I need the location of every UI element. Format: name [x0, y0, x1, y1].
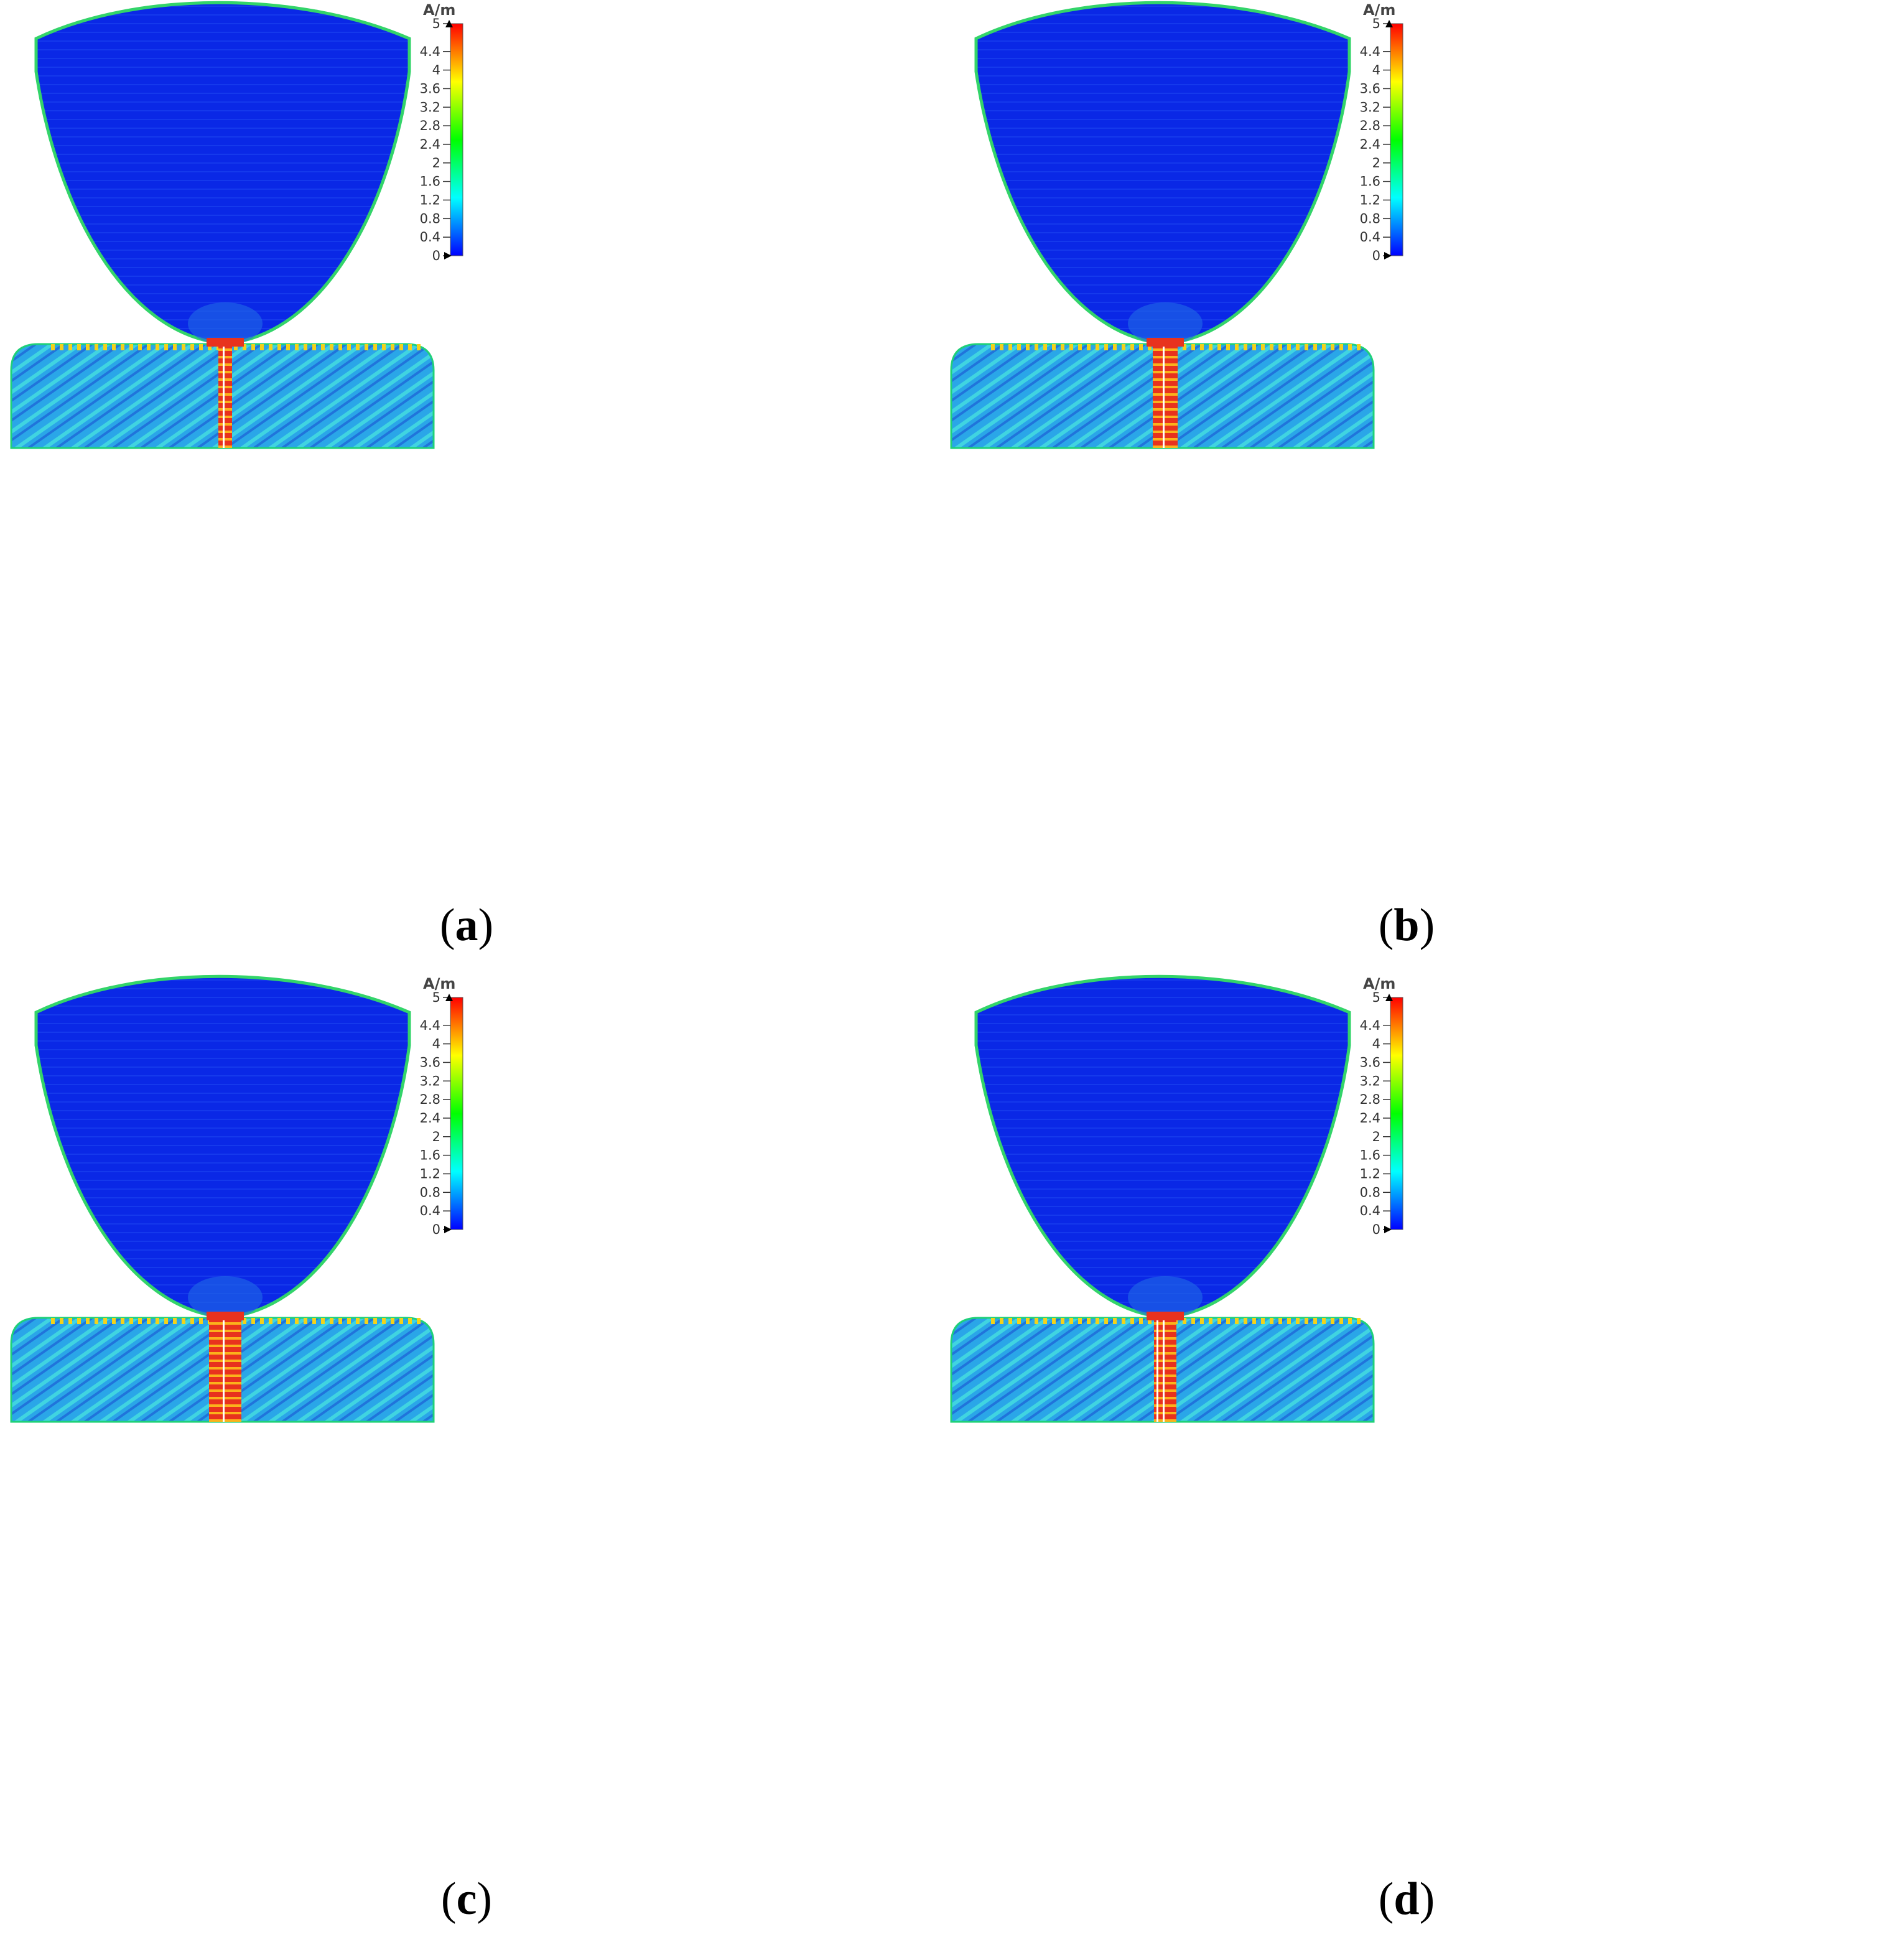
colorbar-tick-label: 0.4 [1360, 1203, 1380, 1218]
colorbar-min-arrow-icon [1384, 252, 1392, 259]
focal-region [1128, 302, 1203, 345]
colorbar-gradient [1390, 997, 1403, 1230]
colorbar-tick-label: 2.4 [1360, 1111, 1380, 1126]
colorbar-tick-label: 2.8 [1360, 118, 1380, 133]
colorbar-tick-label: 2 [432, 156, 440, 170]
colorbar-tick-label: 2.8 [420, 1092, 440, 1107]
colorbar-tick-label: 5 [1372, 990, 1380, 1005]
panel-caption: (c) [440, 1874, 493, 1925]
colorbar-tick-label: 3.6 [420, 1055, 440, 1070]
colorbar-tick-label: 4 [1372, 1037, 1380, 1052]
feed-line-hotspot [207, 338, 244, 448]
colorbar-unit-label: A/m [423, 975, 455, 992]
feed-line-hotspot [207, 1312, 244, 1422]
panel-d: A/m 5 4.4 4 3.6 3.2 2.8 2.4 2 1.6 1.2 0.8 0.4 0 (d) [940, 974, 1873, 1944]
colorbar-max-arrow-icon [1385, 994, 1393, 1001]
colorbar-tick-label: 3.2 [420, 100, 440, 114]
colorbar-max-arrow-icon [445, 20, 453, 27]
panel-caption: (b) [1378, 900, 1435, 951]
field-plot: A/m5 4.4 4 3.6 3.2 2.8 2.4 2 1.6 1.2 0.8 0.4 0 [10, 974, 463, 1423]
colorbar-max-arrow-icon [1385, 20, 1393, 27]
panel-caption: (d) [1378, 1874, 1435, 1925]
field-plot: A/m5 4.4 4 3.6 3.2 2.8 2.4 2 1.6 1.2 0.8 0.4 0 [10, 1, 463, 449]
colorbar-tick-label: 3.6 [1360, 1055, 1380, 1070]
colorbar: A/m5 4.4 4 3.6 3.2 2.8 2.4 2 1.6 1.2 0.8 0.4 0 [1360, 975, 1403, 1237]
colorbar-tick-label: 0.8 [420, 211, 440, 226]
reflector-field-region [974, 974, 1351, 1319]
colorbar-tick-label: 2.4 [420, 1111, 440, 1126]
colorbar-unit-label: A/m [1363, 1, 1395, 19]
colorbar-tick-label: 2 [432, 1129, 440, 1144]
colorbar-tick-label: 4.4 [1360, 44, 1380, 59]
colorbar-tick-label: 0.8 [420, 1185, 440, 1200]
colorbar-gradient [450, 997, 463, 1230]
colorbar-tick-label: 1.6 [420, 1148, 440, 1163]
colorbar-tick-label: 4 [1372, 63, 1380, 78]
feed-line-hotspot [1147, 1312, 1184, 1422]
colorbar-tick-label: 5 [432, 16, 440, 31]
reflector-field-region [34, 1, 411, 345]
colorbar-tick-label: 3.2 [1360, 1073, 1380, 1088]
colorbar-min-arrow-icon [444, 1226, 452, 1233]
panel-c: A/m 5 4.4 4 3.6 3.2 2.8 2.4 2 1.6 1.2 0.8 0.4 0 (c) [0, 974, 933, 1944]
colorbar-tick-label: 0 [1372, 1222, 1380, 1237]
colorbar-tick-label: 4 [432, 1037, 440, 1052]
focal-region [1128, 1276, 1203, 1318]
colorbar-gradient [450, 23, 463, 256]
colorbar-tick-label: 2.8 [420, 118, 440, 133]
colorbar: A/m5 4.4 4 3.6 3.2 2.8 2.4 2 1.6 1.2 0.8 0.4 0 [1360, 1, 1403, 263]
colorbar-tick-label: 0.8 [1360, 1185, 1380, 1200]
field-plot: A/m5 4.4 4 3.6 3.2 2.8 2.4 2 1.6 1.2 0.8 0.4 0 [950, 1, 1403, 449]
colorbar-tick-label: 0.4 [1360, 230, 1380, 245]
panel-b: A/m 5 4.4 4 3.6 3.2 2.8 2.4 2 1.6 1.2 0.8 0.4 0 (b) [940, 0, 1873, 971]
focal-region [188, 1276, 263, 1318]
colorbar-tick-label: 2.4 [420, 137, 440, 152]
colorbar-tick-label: 5 [1372, 16, 1380, 31]
colorbar-tick-label: 3.2 [420, 1073, 440, 1088]
colorbar-tick-label: 3.2 [1360, 100, 1380, 114]
colorbar-tick-label: 4.4 [420, 44, 440, 59]
panel-caption: (a) [439, 900, 494, 951]
colorbar-gradient [1390, 23, 1403, 256]
reflector-field-region [974, 1, 1351, 345]
reflector-field-region [34, 974, 411, 1319]
colorbar-tick-label: 1.2 [1360, 1166, 1380, 1181]
colorbar-tick-label: 4.4 [1360, 1018, 1380, 1033]
colorbar-tick-label: 1.2 [420, 192, 440, 207]
colorbar-tick-label: 0.4 [420, 1203, 440, 1218]
panel-a: A/m 5 4.4 4 3.6 3.2 2.8 2.4 2 1.6 1.2 0.8 0.4 0 (a) [0, 0, 933, 971]
colorbar-tick-label: 2.8 [1360, 1092, 1380, 1107]
colorbar-tick-label: 1.6 [420, 174, 440, 189]
colorbar-tick-label: 0 [432, 1222, 440, 1237]
colorbar-tick-label: 5 [432, 990, 440, 1005]
colorbar-tick-label: 1.2 [420, 1166, 440, 1181]
colorbar-tick-label: 2 [1372, 156, 1380, 170]
colorbar-unit-label: A/m [1363, 975, 1395, 992]
colorbar-tick-label: 0.4 [420, 230, 440, 245]
colorbar-max-arrow-icon [445, 994, 453, 1001]
field-plot: A/m5 4.4 4 3.6 3.2 2.8 2.4 2 1.6 1.2 0.8 0.4 0 [950, 974, 1403, 1423]
colorbar-tick-label: 0 [432, 248, 440, 263]
colorbar-tick-label: 0 [1372, 248, 1380, 263]
colorbar-tick-label: 1.6 [1360, 174, 1380, 189]
colorbar-tick-label: 2 [1372, 1129, 1380, 1144]
focal-region [188, 302, 263, 345]
colorbar-tick-label: 1.6 [1360, 1148, 1380, 1163]
colorbar-tick-label: 4 [432, 63, 440, 78]
colorbar: A/m5 4.4 4 3.6 3.2 2.8 2.4 2 1.6 1.2 0.8 0.4 0 [420, 975, 463, 1237]
colorbar-min-arrow-icon [444, 252, 452, 259]
colorbar-tick-label: 1.2 [1360, 192, 1380, 207]
colorbar-min-arrow-icon [1384, 1226, 1392, 1233]
feed-line-hotspot [1147, 338, 1184, 448]
colorbar-unit-label: A/m [423, 1, 455, 19]
colorbar-tick-label: 0.8 [1360, 211, 1380, 226]
colorbar-tick-label: 4.4 [420, 1018, 440, 1033]
colorbar-tick-label: 2.4 [1360, 137, 1380, 152]
colorbar: A/m5 4.4 4 3.6 3.2 2.8 2.4 2 1.6 1.2 0.8 0.4 0 [420, 1, 463, 263]
colorbar-tick-label: 3.6 [1360, 81, 1380, 96]
colorbar-tick-label: 3.6 [420, 81, 440, 96]
